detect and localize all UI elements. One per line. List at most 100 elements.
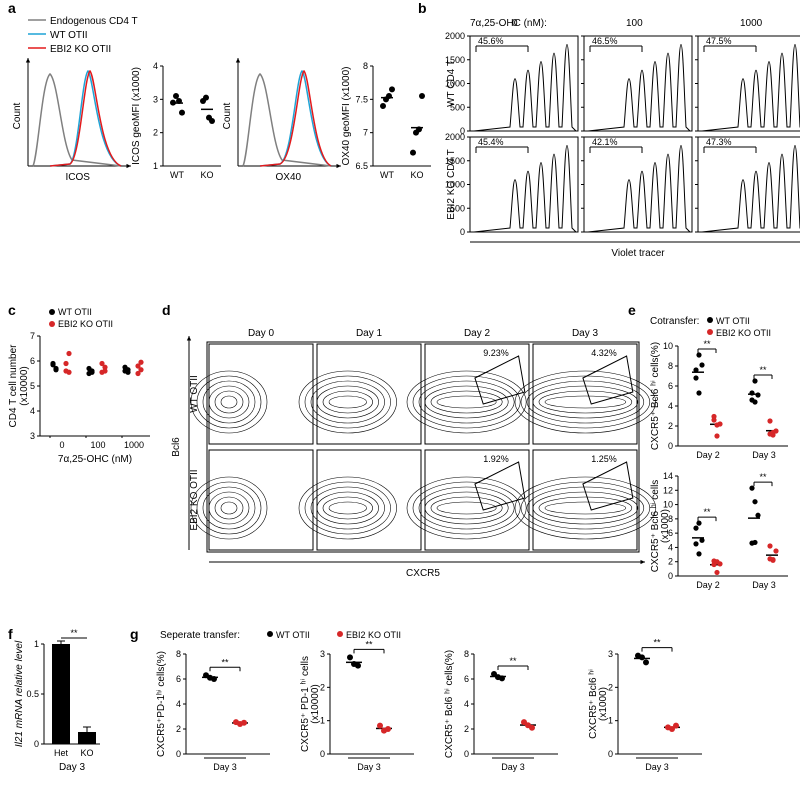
- svg-text:7.5: 7.5: [355, 94, 368, 104]
- svg-text:1000: 1000: [124, 440, 144, 450]
- panel-c: 34567CD4 T cell number(x10000)010010007α…: [8, 307, 150, 465]
- svg-text:4: 4: [668, 401, 673, 411]
- svg-text:5: 5: [30, 381, 35, 391]
- svg-text:CXCR5: CXCR5: [406, 568, 440, 579]
- svg-text:1.25%: 1.25%: [591, 454, 617, 464]
- svg-text:Day 2: Day 2: [464, 328, 491, 339]
- svg-text:12: 12: [663, 485, 673, 495]
- svg-text:7: 7: [30, 331, 35, 341]
- svg-text:Count: Count: [12, 102, 23, 129]
- svg-text:(x10000): (x10000): [310, 684, 321, 723]
- svg-text:4.32%: 4.32%: [591, 348, 617, 358]
- svg-text:4: 4: [176, 699, 181, 709]
- panel-f: 00.51Il21 mRNA relative levelHetKO**Day …: [14, 628, 100, 773]
- svg-text:Violet tracer: Violet tracer: [611, 248, 665, 259]
- svg-text:WT OTII: WT OTII: [276, 630, 310, 640]
- svg-text:EBI2 KO OTII: EBI2 KO OTII: [50, 44, 111, 55]
- svg-text:(x1000): (x1000): [598, 687, 609, 721]
- svg-text:2000: 2000: [445, 31, 465, 41]
- svg-text:Day 2: Day 2: [696, 450, 720, 460]
- svg-text:47.3%: 47.3%: [706, 137, 732, 147]
- svg-text:0: 0: [608, 749, 613, 759]
- svg-text:1500: 1500: [445, 55, 465, 65]
- svg-text:6: 6: [668, 381, 673, 391]
- svg-text:2: 2: [464, 724, 469, 734]
- svg-text:**: **: [365, 639, 373, 649]
- svg-text:0: 0: [460, 227, 465, 237]
- svg-text:WT: WT: [380, 170, 394, 180]
- svg-text:Day 3: Day 3: [572, 328, 599, 339]
- svg-text:45.4%: 45.4%: [478, 137, 504, 147]
- panel-d: Day 0Day 1Day 2Day 3WT OTII9.23%4.32%EBI…: [171, 328, 656, 579]
- svg-text:EBI2 KO OTII: EBI2 KO OTII: [716, 328, 771, 338]
- svg-text:(x10000): (x10000): [19, 366, 30, 405]
- svg-text:8: 8: [668, 361, 673, 371]
- svg-text:ICOS geoMFI (x1000): ICOS geoMFI (x1000): [131, 67, 142, 165]
- svg-text:1000: 1000: [445, 180, 465, 190]
- svg-text:8: 8: [176, 649, 181, 659]
- svg-text:Endogenous CD4 T: Endogenous CD4 T: [50, 16, 138, 27]
- svg-text:45.6%: 45.6%: [478, 36, 504, 46]
- svg-text:1000: 1000: [445, 79, 465, 89]
- svg-text:7α,25-OHC (nM): 7α,25-OHC (nM): [58, 454, 132, 465]
- svg-text:CD4 T cell number: CD4 T cell number: [8, 344, 19, 428]
- svg-text:Bcl6: Bcl6: [171, 437, 182, 457]
- svg-text:WT OTII: WT OTII: [58, 307, 92, 317]
- svg-text:4: 4: [30, 406, 35, 416]
- svg-text:1.92%: 1.92%: [483, 454, 509, 464]
- svg-text:1000: 1000: [740, 18, 763, 29]
- svg-text:100: 100: [626, 18, 643, 29]
- svg-text:0: 0: [34, 739, 39, 749]
- svg-text:OX40: OX40: [276, 172, 302, 183]
- svg-text:4: 4: [464, 699, 469, 709]
- figure-svg: Endogenous CD4 T WT OTII EBI2 KO OTII ICOS C…: [0, 0, 800, 791]
- svg-text:9.23%: 9.23%: [483, 348, 509, 358]
- svg-text:47.5%: 47.5%: [706, 36, 732, 46]
- svg-text:10: 10: [663, 341, 673, 351]
- svg-text:**: **: [509, 656, 517, 666]
- svg-text:Day 1: Day 1: [356, 328, 383, 339]
- svg-text:Day 2: Day 2: [696, 580, 720, 590]
- svg-text:Day 3: Day 3: [752, 580, 776, 590]
- svg-text:6.5: 6.5: [355, 161, 368, 171]
- svg-text:0: 0: [320, 749, 325, 759]
- svg-text:0: 0: [464, 749, 469, 759]
- svg-text:Day 3: Day 3: [501, 762, 525, 772]
- svg-text:Day 3: Day 3: [752, 450, 776, 460]
- svg-text:Day 3: Day 3: [213, 762, 237, 772]
- svg-text:EBI2 KO OTII: EBI2 KO OTII: [346, 630, 401, 640]
- svg-text:KO: KO: [200, 170, 213, 180]
- svg-text:Il21 mRNA relative level: Il21 mRNA relative level: [14, 640, 25, 747]
- svg-text:CXCR5⁺ Bcl6 ʰⁱ cells(%): CXCR5⁺ Bcl6 ʰⁱ cells(%): [444, 650, 455, 758]
- svg-text:Day 0: Day 0: [248, 328, 275, 339]
- svg-text:2: 2: [153, 128, 158, 138]
- svg-text:1500: 1500: [445, 156, 465, 166]
- svg-text:Day 3: Day 3: [357, 762, 381, 772]
- svg-text:3: 3: [608, 649, 613, 659]
- panel-b: 7α,25-OHC (nM):01001000WT CD4 T050010001…: [445, 18, 800, 259]
- svg-text:500: 500: [450, 203, 465, 213]
- svg-text:4: 4: [153, 61, 158, 71]
- svg-text:7α,25-OHC (nM):: 7α,25-OHC (nM):: [470, 18, 547, 29]
- svg-text:3: 3: [320, 649, 325, 659]
- svg-text:**: **: [703, 339, 711, 349]
- svg-text:WT OTII: WT OTII: [50, 30, 88, 41]
- svg-text:CXCR5⁺PD-1ʰⁱ cells(%): CXCR5⁺PD-1ʰⁱ cells(%): [156, 651, 167, 757]
- svg-text:OX40 geoMFI (x1000): OX40 geoMFI (x1000): [341, 67, 352, 166]
- svg-text:42.1%: 42.1%: [592, 137, 618, 147]
- svg-text:**: **: [221, 657, 229, 667]
- svg-text:6: 6: [464, 674, 469, 684]
- svg-text:0.5: 0.5: [26, 689, 39, 699]
- panel-a: Endogenous CD4 T WT OTII EBI2 KO OTII ICOS C…: [12, 16, 431, 183]
- svg-text:100: 100: [90, 440, 105, 450]
- svg-text:ICOS: ICOS: [66, 172, 91, 183]
- svg-text:EBI2 KO OTII: EBI2 KO OTII: [58, 319, 113, 329]
- svg-text:WT OTII: WT OTII: [716, 316, 750, 326]
- svg-text:Count: Count: [222, 102, 233, 129]
- svg-text:KO: KO: [410, 170, 423, 180]
- svg-text:6: 6: [30, 356, 35, 366]
- svg-text:**: **: [759, 472, 767, 482]
- svg-text:500: 500: [450, 102, 465, 112]
- svg-text:**: **: [70, 628, 78, 638]
- svg-text:1: 1: [34, 639, 39, 649]
